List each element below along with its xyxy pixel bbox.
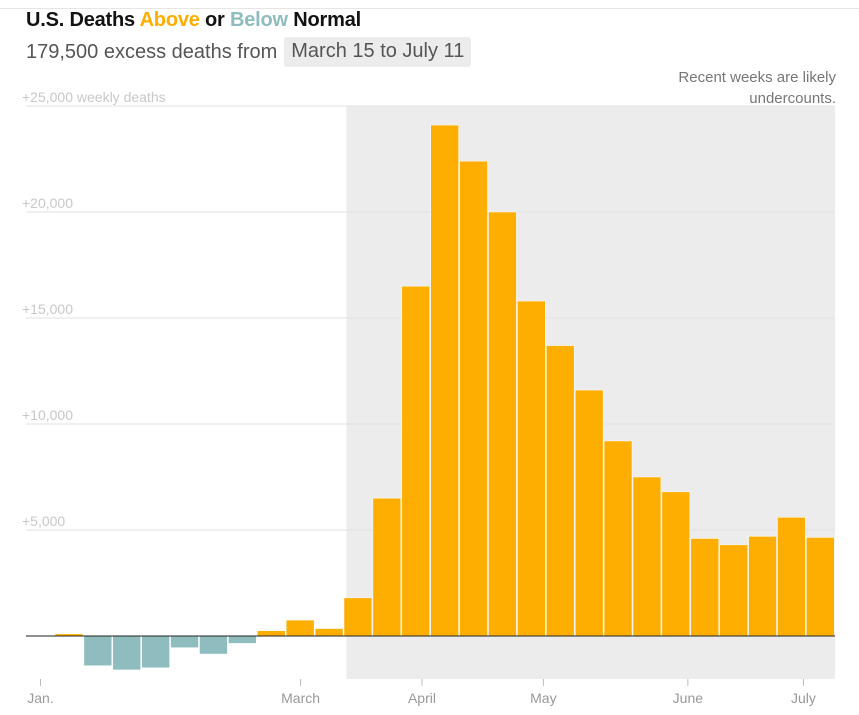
title-middle: or [199, 9, 231, 31]
title-prefix: U.S. Deaths [26, 9, 140, 31]
bar-above-normal [517, 300, 546, 637]
bar-above-normal [719, 544, 748, 637]
bar-above-normal [372, 497, 402, 637]
x-tick-label: March [281, 690, 320, 706]
subtitle-lead: 179,500 excess deaths from [26, 40, 278, 63]
chart-title: U.S. Deaths Above or Below Normal [26, 9, 361, 32]
bar-above-normal [748, 536, 777, 637]
y-tick-label: +10,000 [22, 407, 73, 423]
bar-above-normal [546, 345, 575, 637]
bar-below-normal [112, 635, 141, 671]
bars-group [54, 124, 835, 671]
bar-above-normal [661, 491, 691, 637]
bar-above-normal [257, 630, 286, 637]
x-tick-labels-group: Jan. March April May June July [27, 679, 816, 706]
y-tick-label: +5,000 [22, 513, 65, 529]
x-tick-label: April [408, 690, 436, 706]
undercount-note: Recent weeks are likely undercounts. [678, 69, 836, 107]
y-tick-label: +15,000 [22, 301, 73, 317]
title-above-word: Above [139, 9, 200, 31]
y-tick-label: +20,000 [22, 195, 73, 211]
bar-above-normal [488, 211, 517, 637]
x-tick-label: May [530, 690, 556, 706]
bar-below-normal [199, 635, 228, 655]
bar-below-normal [228, 635, 257, 644]
bar-above-normal [314, 628, 344, 637]
y-tick-label: +25,000 weekly deaths [22, 89, 166, 105]
bar-above-normal [603, 440, 633, 637]
bar-above-normal [574, 389, 604, 637]
x-tick-label: Jan. [27, 690, 53, 706]
bar-above-normal [690, 538, 719, 637]
bar-below-normal [83, 635, 113, 666]
bar-above-normal [401, 285, 430, 637]
bar-above-normal [430, 124, 459, 637]
date-range-badge: March 15 to July 11 [284, 37, 472, 67]
chart-subtitle: 179,500 excess deaths from March 15 to J… [26, 37, 472, 67]
bar-above-normal [632, 476, 662, 637]
y-tick-labels-group: +5,000 +10,000 +15,000 +20,000 +25,000 weekl… [22, 89, 166, 529]
bar-below-normal [170, 635, 199, 648]
bar-above-normal [806, 537, 835, 637]
bar-above-normal [343, 597, 373, 637]
bar-below-normal [141, 635, 170, 669]
x-tick-label: July [791, 690, 816, 706]
bar-above-normal [285, 619, 315, 637]
top-rule [0, 8, 859, 9]
title-suffix: Normal [287, 9, 361, 31]
bar-above-normal [777, 517, 806, 637]
bar-above-normal [459, 160, 488, 637]
title-below-word: Below [230, 9, 288, 31]
x-tick-label: June [673, 690, 704, 706]
